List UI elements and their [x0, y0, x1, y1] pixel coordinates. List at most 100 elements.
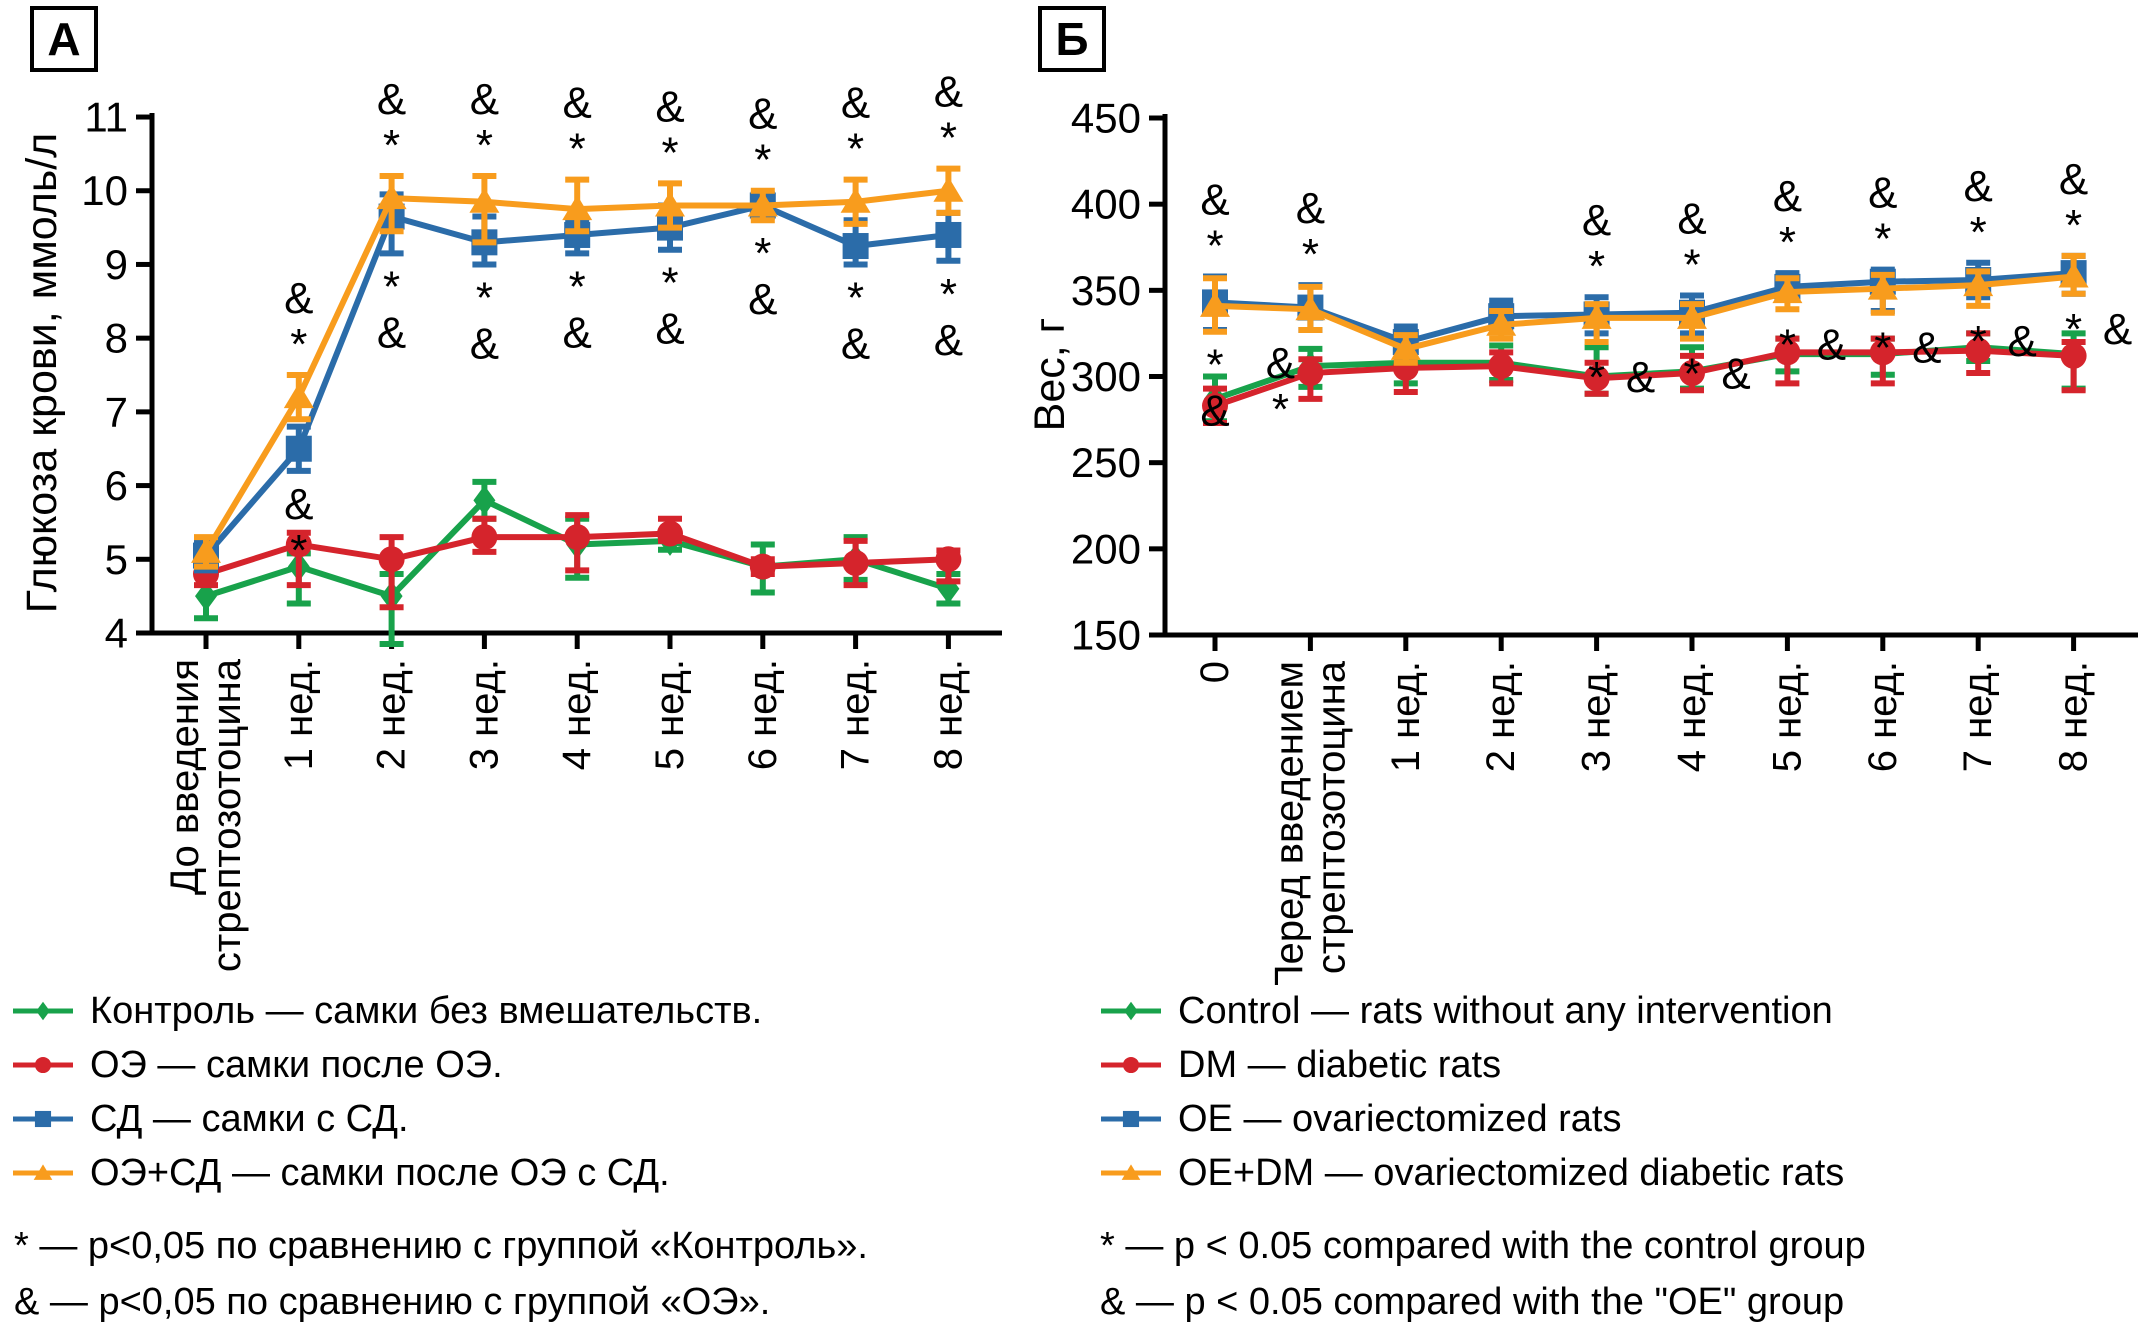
legend-item-label: DM — diabetic rats [1178, 1043, 1502, 1086]
svg-text:0: 0 [1193, 661, 1237, 683]
svg-text:4 нед.: 4 нед. [555, 659, 599, 770]
legend-item-oe-en: OE — ovariectomized rats [1100, 1092, 1844, 1146]
svg-text:&: & [1266, 339, 1295, 388]
note-asterisk: * — p<0,05 по сравнению с группой «Контр… [14, 1225, 868, 1267]
svg-text:2 нед.: 2 нед. [1479, 661, 1523, 772]
legend-item-label: ОЭ — самки после ОЭ. [90, 1043, 503, 1086]
svg-text:4: 4 [105, 610, 128, 657]
svg-text:*: * [569, 262, 586, 311]
significance-notes-russian: * — p<0,05 по сравнению с группой «Контр… [14, 1218, 868, 1330]
panel-b-letter-box: Б [1038, 6, 1106, 72]
legend-line-circle-icon [1100, 1050, 1162, 1080]
svg-text:*: * [847, 125, 864, 174]
legend-line-diamond-icon [1100, 996, 1162, 1026]
svg-text:1 нед.: 1 нед. [277, 659, 321, 770]
svg-text:*: * [1874, 215, 1891, 264]
svg-text:&: & [1200, 176, 1229, 225]
panel-a-letter: А [47, 13, 81, 65]
svg-text:&: & [1773, 172, 1802, 221]
legend-item-oe-dm-en: OE+DM — ovariectomized diabetic rats [1100, 1146, 1844, 1200]
svg-text:&: & [1677, 195, 1706, 244]
series-оэ+сд [191, 165, 964, 570]
legend-item-oe-sd: ОЭ+СД — самки после ОЭ с СД. [12, 1146, 762, 1200]
legend-item-label: Контроль — самки без вмешательств. [90, 989, 763, 1032]
svg-text:*: * [754, 136, 771, 185]
svg-text:8 нед.: 8 нед. [2052, 661, 2096, 772]
svg-text:2 нед.: 2 нед. [370, 659, 414, 770]
svg-text:&: & [2008, 317, 2037, 366]
svg-text:&: & [1964, 162, 1993, 211]
svg-text:5 нед.: 5 нед. [648, 659, 692, 770]
svg-text:До введения: До введения [163, 659, 207, 895]
svg-text:&: & [377, 75, 406, 124]
svg-text:&: & [2059, 155, 2088, 204]
svg-text:*: * [1206, 341, 1223, 390]
svg-text:*: * [1302, 230, 1319, 279]
legend-line-triangle-icon [12, 1158, 74, 1188]
svg-text:&: & [748, 90, 777, 139]
legend-russian: Контроль — самки без вмешательств. ОЭ — … [12, 984, 762, 1200]
series-oe+dm [1200, 252, 2089, 366]
svg-text:7 нед.: 7 нед. [1956, 661, 2000, 772]
legend-item-label: OE+DM — ovariectomized diabetic rats [1178, 1151, 1845, 1194]
y-tick-labels: 150 200 250 300 350 400 450 [1071, 95, 1141, 659]
svg-text:*: * [1779, 218, 1796, 267]
svg-text:8 нед.: 8 нед. [926, 659, 970, 770]
svg-text:6 нед.: 6 нед. [1861, 661, 1905, 772]
svg-text:*: * [1874, 324, 1891, 373]
svg-text:*: * [1779, 320, 1796, 369]
panel-b: 150 200 250 300 350 400 450 Вес, г 0 Перед введен… [1026, 95, 2138, 985]
legend-item-label: Control — rats without any intervention [1178, 989, 1833, 1032]
svg-text:&: & [284, 480, 313, 529]
legend-line-triangle-icon [1100, 1158, 1162, 1188]
svg-text:10: 10 [81, 167, 128, 214]
series-dm [1202, 330, 2087, 427]
legend-line-circle-icon [12, 1050, 74, 1080]
svg-text:*: * [2065, 305, 2082, 354]
series-сд [193, 191, 962, 574]
svg-text:&: & [563, 308, 592, 357]
svg-text:250: 250 [1071, 439, 1141, 486]
legend-item-sd: СД — самки с СД. [12, 1092, 762, 1146]
line-charts-canvas: 4 5 6 7 8 9 10 11 Глюкоза крови, ммоль/л До введе… [18, 68, 2138, 985]
svg-text:450: 450 [1071, 95, 1141, 142]
svg-text:*: * [476, 273, 493, 322]
svg-text:350: 350 [1071, 267, 1141, 314]
panel-b-letter: Б [1055, 13, 1089, 65]
svg-text:*: * [1272, 385, 1289, 434]
series-oe [1202, 252, 2087, 363]
legend-line-diamond-icon [12, 996, 74, 1026]
significance-notes-english: * — p < 0.05 compared with the control g… [1100, 1218, 1866, 1330]
svg-text:&: & [655, 82, 684, 131]
svg-text:*: * [661, 259, 678, 308]
svg-text:*: * [847, 273, 864, 322]
legend-line-square-icon [12, 1104, 74, 1134]
svg-text:&: & [1868, 169, 1897, 218]
svg-text:400: 400 [1071, 181, 1141, 228]
svg-text:&: & [1200, 387, 1229, 436]
svg-text:&: & [284, 274, 313, 323]
svg-text:3 нед.: 3 нед. [462, 659, 506, 770]
legend-item-label: ОЭ+СД — самки после ОЭ с СД. [90, 1151, 670, 1194]
svg-text:стрептозотоцина: стрептозотоцина [205, 658, 249, 972]
svg-text:*: * [569, 125, 586, 174]
panel-a-letter-box: А [30, 6, 98, 72]
legend-item-label: СД — самки с СД. [90, 1097, 409, 1140]
svg-text:&: & [934, 68, 963, 117]
svg-text:&: & [1626, 353, 1655, 402]
svg-text:&: & [1912, 324, 1941, 373]
svg-text:3 нед.: 3 нед. [1575, 661, 1619, 772]
legend-line-square-icon [1100, 1104, 1162, 1134]
axes [1149, 114, 2138, 651]
svg-text:&: & [1817, 320, 1846, 369]
svg-text:9: 9 [105, 241, 128, 288]
svg-text:*: * [2065, 201, 2082, 250]
significance-annotations: &*&*&**&&**&&**&&**&&**&&**&&**& [284, 68, 963, 575]
y-tick-labels: 4 5 6 7 8 9 10 11 [81, 94, 128, 657]
panel-a: 4 5 6 7 8 9 10 11 Глюкоза крови, ммоль/л До введе… [18, 68, 1002, 972]
svg-text:&: & [748, 275, 777, 324]
svg-text:&: & [470, 75, 499, 124]
svg-text:&: & [841, 79, 870, 128]
